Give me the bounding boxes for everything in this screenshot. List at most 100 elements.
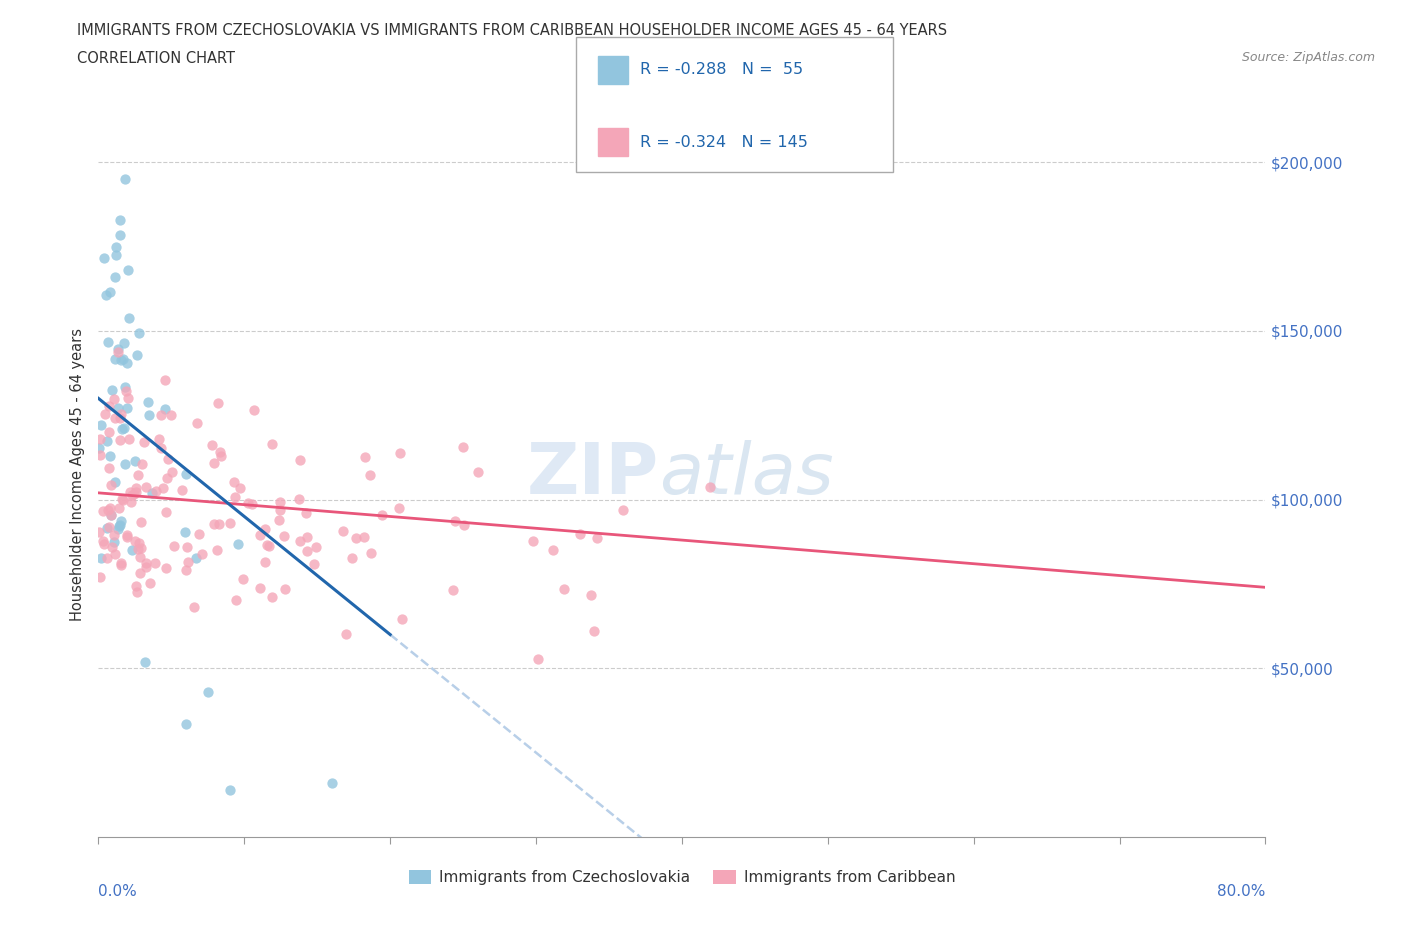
Point: [115, 529, 138, 544]
Point: [340, 551, 363, 565]
Legend: Immigrants from Czechoslovakia, Immigrants from Caribbean: Immigrants from Czechoslovakia, Immigran…: [402, 864, 962, 891]
Point: [97, 502, 120, 517]
Point: [267, 513, 290, 528]
Point: [127, 468, 149, 483]
Point: [148, 432, 170, 446]
Point: [107, 341, 129, 356]
Point: [253, 554, 276, 569]
Point: [391, 612, 413, 627]
Point: [93, 537, 115, 551]
Point: [135, 480, 157, 495]
Point: [111, 493, 134, 508]
Point: [110, 558, 132, 573]
Point: [579, 588, 602, 603]
Point: [222, 474, 245, 489]
Point: [122, 486, 145, 501]
Point: [225, 592, 247, 607]
Point: [100, 508, 122, 523]
Point: [110, 407, 132, 422]
Point: [155, 505, 177, 520]
Point: [582, 624, 605, 639]
Text: R = -0.324   N = 145: R = -0.324 N = 145: [640, 135, 807, 150]
Point: [112, 352, 135, 366]
Point: [184, 551, 207, 566]
Point: [269, 502, 291, 517]
Point: [273, 528, 295, 543]
Point: [295, 544, 318, 559]
Point: [232, 572, 254, 587]
Point: [128, 536, 150, 551]
Point: [451, 439, 474, 454]
Point: [256, 538, 278, 552]
Point: [236, 496, 259, 511]
Point: [128, 565, 150, 580]
Text: IMMIGRANTS FROM CZECHOSLOVAKIA VS IMMIGRANTS FROM CARIBBEAN HOUSEHOLDER INCOME A: IMMIGRANTS FROM CZECHOSLOVAKIA VS IMMIGR…: [77, 23, 948, 38]
Point: [124, 578, 146, 593]
Point: [107, 401, 129, 416]
Point: [124, 533, 146, 548]
Point: [321, 776, 343, 790]
Point: [98, 285, 121, 299]
Point: [287, 492, 309, 507]
Point: [226, 537, 249, 551]
Point: [359, 468, 381, 483]
Point: [128, 326, 150, 340]
Point: [135, 560, 157, 575]
Point: [111, 421, 134, 436]
Point: [444, 513, 467, 528]
Point: [295, 530, 318, 545]
Point: [150, 407, 173, 422]
Text: ZIP: ZIP: [526, 440, 658, 509]
Point: [202, 456, 225, 471]
Point: [174, 466, 197, 481]
Point: [183, 600, 205, 615]
Point: [219, 516, 242, 531]
Point: [304, 556, 326, 571]
Point: [96, 551, 118, 565]
Point: [218, 782, 240, 797]
Point: [100, 477, 122, 492]
Point: [124, 454, 146, 469]
Point: [553, 581, 575, 596]
Point: [110, 518, 132, 533]
Point: [149, 441, 172, 456]
Point: [98, 425, 121, 440]
Point: [104, 474, 127, 489]
Point: [120, 495, 142, 510]
Point: [290, 452, 312, 467]
Point: [104, 546, 127, 561]
Point: [111, 492, 134, 507]
Point: [127, 584, 149, 599]
Point: [112, 420, 135, 435]
Point: [115, 384, 138, 399]
Point: [344, 531, 367, 546]
Point: [208, 517, 231, 532]
Point: [152, 480, 174, 495]
Point: [229, 480, 252, 495]
Point: [174, 716, 197, 731]
Point: [354, 450, 377, 465]
Point: [134, 655, 156, 670]
Point: [568, 526, 591, 541]
Point: [143, 555, 166, 570]
Point: [141, 486, 163, 501]
Point: [98, 448, 121, 463]
Text: CORRELATION CHART: CORRELATION CHART: [77, 51, 235, 66]
Point: [209, 448, 232, 463]
Point: [257, 538, 280, 553]
Point: [117, 527, 139, 542]
Point: [112, 335, 135, 350]
Point: [224, 490, 246, 505]
Point: [104, 239, 127, 254]
Point: [108, 410, 131, 425]
Point: [131, 457, 153, 472]
Point: [541, 542, 564, 557]
Point: [96, 521, 118, 536]
Point: [249, 581, 271, 596]
Point: [127, 541, 149, 556]
Point: [90, 551, 112, 565]
Point: [612, 503, 634, 518]
Text: 0.0%: 0.0%: [98, 884, 138, 899]
Point: [129, 540, 152, 555]
Text: Source: ZipAtlas.com: Source: ZipAtlas.com: [1241, 51, 1375, 64]
